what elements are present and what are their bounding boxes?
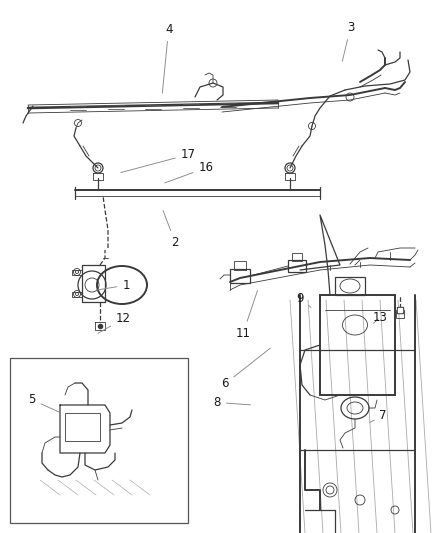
Text: 16: 16 <box>165 161 213 183</box>
Bar <box>10 358 188 523</box>
Text: 1: 1 <box>97 279 130 292</box>
Bar <box>335 277 365 295</box>
Text: 4: 4 <box>162 23 173 93</box>
Text: 11: 11 <box>236 290 258 340</box>
Text: 6: 6 <box>221 348 270 390</box>
Text: 17: 17 <box>121 148 196 173</box>
Text: 2: 2 <box>163 211 179 249</box>
Text: 13: 13 <box>373 311 388 324</box>
Text: 5: 5 <box>28 393 59 412</box>
Bar <box>320 295 395 395</box>
Bar <box>292 253 302 261</box>
Text: 12: 12 <box>98 312 131 333</box>
Bar <box>396 310 404 318</box>
Bar <box>234 261 246 270</box>
Bar <box>288 260 306 272</box>
Text: 9: 9 <box>296 292 311 308</box>
Bar <box>230 269 250 283</box>
Text: 3: 3 <box>342 21 354 61</box>
Bar <box>65 413 100 441</box>
Text: 7: 7 <box>370 409 387 423</box>
Text: 8: 8 <box>214 396 251 409</box>
